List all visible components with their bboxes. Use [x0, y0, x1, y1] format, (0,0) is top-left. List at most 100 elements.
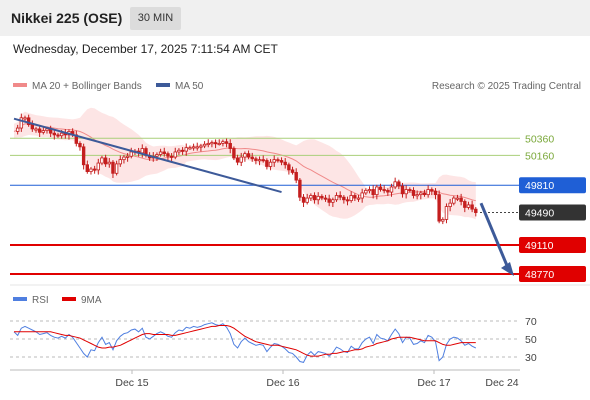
candle — [386, 189, 390, 193]
candle — [459, 197, 463, 202]
candle — [96, 162, 100, 171]
candle — [305, 197, 309, 203]
candle — [89, 168, 93, 172]
rsi-legend-swatch — [13, 297, 27, 301]
candle — [232, 148, 236, 159]
ma50-legend-swatch — [156, 83, 170, 87]
candle — [195, 146, 199, 149]
candle — [419, 192, 423, 196]
ma-bb-legend-label: MA 20 + Bollinger Bands — [32, 81, 142, 92]
candle — [169, 155, 174, 158]
resistance-label: 50360 — [525, 133, 554, 145]
candle — [375, 186, 379, 196]
candle — [129, 151, 133, 157]
candle — [444, 206, 449, 220]
candle — [422, 192, 427, 196]
candle — [122, 156, 126, 161]
chart-header: Nikkei 225 (OSE) 30 MIN — [0, 0, 590, 36]
support-tag — [519, 237, 586, 253]
credit-label: Research © 2025 Trading Central — [432, 81, 581, 92]
candle — [364, 189, 368, 194]
candle — [411, 189, 416, 196]
candle — [81, 146, 86, 166]
candle — [19, 117, 24, 129]
candle — [180, 149, 185, 152]
candle — [353, 195, 357, 199]
candle — [140, 148, 144, 154]
candle — [349, 195, 353, 202]
candle — [404, 189, 408, 195]
candle — [408, 189, 412, 192]
candle — [316, 195, 320, 201]
candle — [210, 142, 214, 145]
candle — [158, 151, 163, 155]
ma-bb-legend-swatch — [13, 83, 27, 87]
current-price-tag — [519, 204, 586, 221]
candle — [221, 141, 225, 144]
resistance-label: 50160 — [525, 150, 554, 162]
bollinger-band — [14, 107, 476, 220]
candle — [287, 164, 291, 171]
candle — [393, 181, 397, 188]
candle — [34, 128, 38, 131]
rsi-level-label: 30 — [525, 352, 537, 364]
candle — [188, 147, 192, 150]
instrument-title: Nikkei 225 (OSE) — [11, 10, 123, 26]
candle — [125, 155, 130, 158]
candle — [213, 142, 218, 145]
candle — [466, 204, 471, 208]
rsi-ma9-line — [14, 325, 476, 357]
candle — [155, 154, 159, 157]
candle — [191, 146, 196, 149]
candle — [367, 189, 372, 192]
candle — [162, 151, 166, 155]
candle — [338, 195, 342, 198]
forecast-arrow-shaft — [479, 202, 510, 269]
candle — [30, 124, 35, 130]
chart-datetime: Wednesday, December 17, 2025 7:11:54 AM … — [13, 42, 278, 56]
support-label: 49110 — [525, 240, 554, 252]
candle — [202, 143, 207, 147]
support-tag — [519, 266, 586, 283]
candle — [114, 163, 119, 174]
candle — [173, 151, 177, 158]
candle — [334, 195, 339, 201]
candle — [184, 147, 188, 152]
candle — [455, 197, 460, 200]
timeframe-button[interactable]: 30 MIN — [130, 7, 181, 30]
candle — [250, 156, 254, 160]
ma20-line — [13, 123, 476, 202]
candle — [448, 202, 452, 207]
candle — [235, 157, 240, 163]
current-price-label: 49490 — [525, 208, 554, 220]
rsi-level-label: 70 — [525, 316, 537, 328]
candle — [103, 157, 108, 165]
candle — [298, 179, 302, 198]
candle — [276, 159, 280, 162]
candle — [224, 141, 229, 144]
candle — [239, 156, 243, 163]
candle — [107, 161, 111, 165]
candle — [199, 145, 203, 148]
candle — [463, 201, 467, 208]
candle — [356, 197, 361, 200]
rsi-legend-label: RSI — [32, 295, 49, 306]
candle — [15, 127, 20, 132]
candle — [177, 149, 181, 153]
candle — [56, 134, 60, 137]
candle — [382, 189, 386, 192]
candle — [400, 185, 405, 195]
candle — [254, 158, 258, 161]
candle — [378, 186, 383, 190]
candle — [426, 189, 430, 196]
candle — [312, 195, 317, 201]
candle — [59, 132, 64, 137]
candle — [85, 164, 89, 172]
candle — [415, 194, 419, 197]
candle — [92, 168, 97, 171]
candle — [118, 159, 122, 165]
rsi-level-label: 50 — [525, 334, 537, 346]
candle — [52, 132, 57, 136]
candle — [265, 160, 269, 167]
candle — [228, 143, 232, 149]
